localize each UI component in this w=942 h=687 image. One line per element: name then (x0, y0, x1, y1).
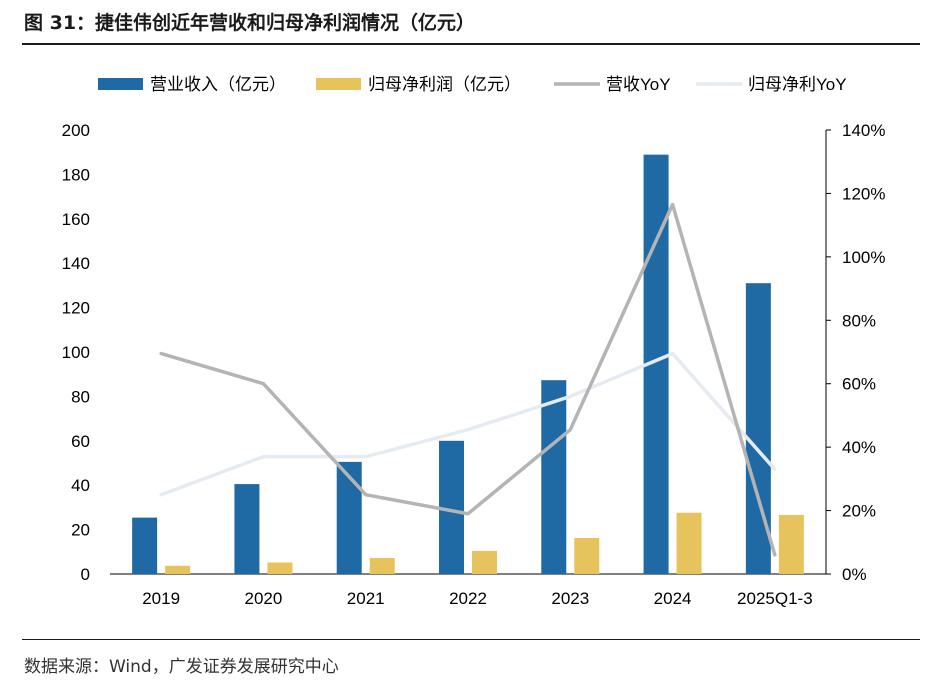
revenue-bar-2019 (132, 517, 158, 574)
right-axis-tick-label: 20% (842, 502, 876, 521)
left-axis-tick-label: 40 (71, 476, 90, 495)
profit-bar-2019 (165, 565, 191, 574)
right-axis-tick-label: 100% (842, 248, 885, 267)
revenue-yoy-line (159, 202, 777, 557)
revenue-bar-2023 (541, 380, 567, 574)
right-axis-tick-label: 60% (842, 375, 876, 394)
chart-legend: 营业收入（亿元） 归母净利润（亿元） 营收YoY 归母净利YoY (98, 75, 847, 94)
legend-item-revenue: 营业收入（亿元） (98, 75, 286, 94)
left-axis-tick-label: 160 (62, 210, 90, 229)
x-axis-label-2025Q1-3: 2025Q1-3 (737, 589, 813, 608)
x-axis-labels: 2019 2020 2021 2022 2023 2024 2025Q1-3 (142, 589, 812, 608)
legend-item-revenue_yoy: 营收YoY (554, 75, 671, 94)
left-axis-tick-label: 100 (62, 343, 90, 362)
figure-title: 图 31：捷佳伟创近年营收和归母净利润情况（亿元） (24, 12, 476, 34)
profit-bar-2024 (676, 512, 702, 574)
legend-swatch (316, 78, 361, 90)
left-axis-tick-label: 20 (71, 521, 90, 540)
left-axis-tick-label: 200 (62, 121, 90, 140)
left-axis-tick-label: 180 (62, 165, 90, 184)
legend-label: 归母净利YoY (748, 75, 847, 94)
revenue-bar-2020 (234, 484, 260, 574)
left-axis-tick-label: 60 (71, 432, 90, 451)
x-axis-label-2024: 2024 (654, 589, 692, 608)
left-axis-tick-label: 140 (62, 254, 90, 273)
profit-bar-2022 (472, 550, 497, 574)
legend-label: 营业收入（亿元） (150, 75, 286, 94)
x-axis-label-2021: 2021 (347, 589, 385, 608)
right-axis-tick-label: 40% (842, 438, 876, 457)
right-axis-tick-label: 120% (842, 184, 885, 203)
source-divider (22, 639, 920, 640)
x-axis-label-2019: 2019 (142, 589, 180, 608)
profit-bar-2023 (574, 538, 600, 574)
left-axis-tick-label: 0 (81, 565, 90, 584)
revenue-bar-2021 (336, 461, 362, 574)
legend-item-profit: 归母净利润（亿元） (316, 75, 521, 94)
left-axis-tick-label: 80 (71, 387, 90, 406)
profit-bar-2025Q1-3 (778, 514, 804, 574)
bar-series (132, 154, 804, 574)
right-axis-tick-label: 0% (842, 565, 867, 584)
profit-yoy-line (159, 351, 777, 497)
legend-label: 营收YoY (606, 75, 671, 94)
x-axis-label-2020: 2020 (245, 589, 283, 608)
right-axis-tick-label: 80% (842, 311, 876, 330)
source-note: 数据来源：Wind，广发证券发展研究中心 (24, 657, 339, 677)
chart-axes: 0 20 40 60 80 100 120 140 160 180 200 0% 20% 40% 60% 80… (62, 121, 886, 584)
profit-bar-2020 (267, 562, 293, 574)
right-axis-tick-label: 140% (842, 121, 885, 140)
x-axis-label-2023: 2023 (551, 589, 589, 608)
legend-swatch (98, 78, 143, 90)
left-axis-tick-label: 120 (62, 299, 90, 318)
legend-item-profit_yoy: 归母净利YoY (696, 75, 847, 94)
x-axis-label-2022: 2022 (449, 589, 487, 608)
profit-bar-2021 (369, 558, 395, 574)
combo-chart: 营业收入（亿元） 归母净利润（亿元） 营收YoY 归母净利YoY 0 20 40 60 80 1… (62, 75, 886, 608)
title-divider (22, 43, 920, 45)
legend-label: 归母净利润（亿元） (368, 75, 521, 94)
line-series (159, 202, 777, 557)
profit-bars (165, 512, 804, 574)
